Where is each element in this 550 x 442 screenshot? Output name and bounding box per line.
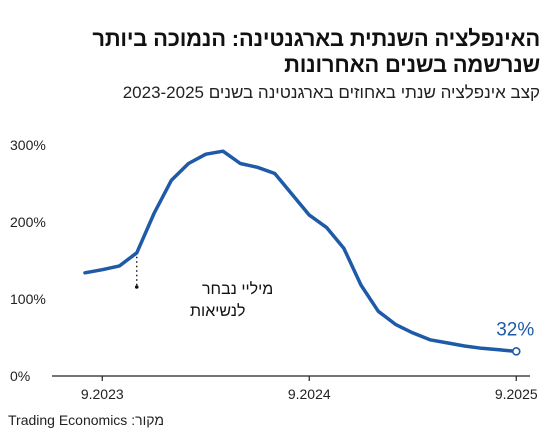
x-axis: 9.2023 9.2024 9.2025 — [81, 376, 538, 402]
chart-title: האינפלציה השנתית בארגנטינה: הנמוכה ביותר… — [92, 26, 540, 77]
annotation-dot — [134, 285, 139, 289]
end-point-marker — [511, 347, 521, 356]
x-tick-label: 9.2025 — [495, 386, 538, 402]
y-tick-label: 300% — [10, 137, 46, 153]
series-line — [83, 149, 519, 354]
y-tick-label: 200% — [10, 214, 46, 230]
source-note: מקור: Trading Economics — [8, 412, 164, 428]
y-tick-label: 100% — [10, 291, 46, 307]
annotation-text-line2: לנשיאות — [190, 302, 245, 320]
annotation: מיליי נבחר לנשיאות — [134, 256, 273, 320]
x-tick-label: 9.2023 — [81, 386, 124, 402]
x-tick-label: 9.2024 — [288, 386, 331, 402]
y-tick-label: 0% — [10, 368, 30, 384]
end-value-label: 32% — [496, 319, 534, 340]
chart-subtitle: קצב אינפלציה שנתי באחוזים בארגנטינה בשני… — [122, 83, 540, 102]
annotation-text-line1: מיליי נבחר — [202, 280, 273, 298]
y-axis: 0% 100% 200% 300% — [10, 137, 46, 384]
